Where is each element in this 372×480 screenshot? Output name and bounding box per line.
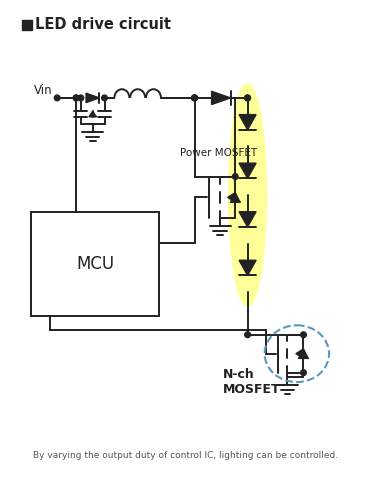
Circle shape [301, 370, 306, 375]
Circle shape [73, 95, 79, 101]
Circle shape [301, 332, 306, 337]
Circle shape [245, 332, 250, 337]
Polygon shape [228, 192, 235, 202]
Text: Vin: Vin [34, 84, 52, 97]
Circle shape [54, 95, 60, 101]
Polygon shape [212, 91, 231, 105]
Bar [22, 20, 32, 30]
Text: By varying the output duty of control IC, lighting can be controlled.: By varying the output duty of control IC… [33, 452, 339, 460]
Polygon shape [89, 111, 96, 117]
Circle shape [232, 174, 238, 180]
Circle shape [192, 95, 198, 101]
Polygon shape [239, 163, 256, 178]
Circle shape [245, 95, 250, 101]
Circle shape [78, 95, 84, 101]
Polygon shape [299, 349, 308, 359]
Ellipse shape [229, 84, 266, 306]
Bar [31, 212, 160, 316]
Polygon shape [296, 349, 304, 359]
Circle shape [192, 95, 198, 101]
Circle shape [102, 95, 108, 101]
Text: LED drive circuit: LED drive circuit [35, 17, 171, 33]
Polygon shape [239, 115, 256, 130]
Text: N-ch
MOSFET: N-ch MOSFET [223, 368, 280, 396]
Polygon shape [239, 260, 256, 276]
Circle shape [192, 95, 198, 101]
Circle shape [73, 95, 79, 101]
Text: Power MOSFET: Power MOSFET [180, 147, 257, 157]
Polygon shape [231, 192, 240, 202]
Polygon shape [239, 212, 256, 227]
Circle shape [245, 95, 250, 101]
Polygon shape [86, 93, 99, 103]
Text: MCU: MCU [76, 255, 114, 273]
